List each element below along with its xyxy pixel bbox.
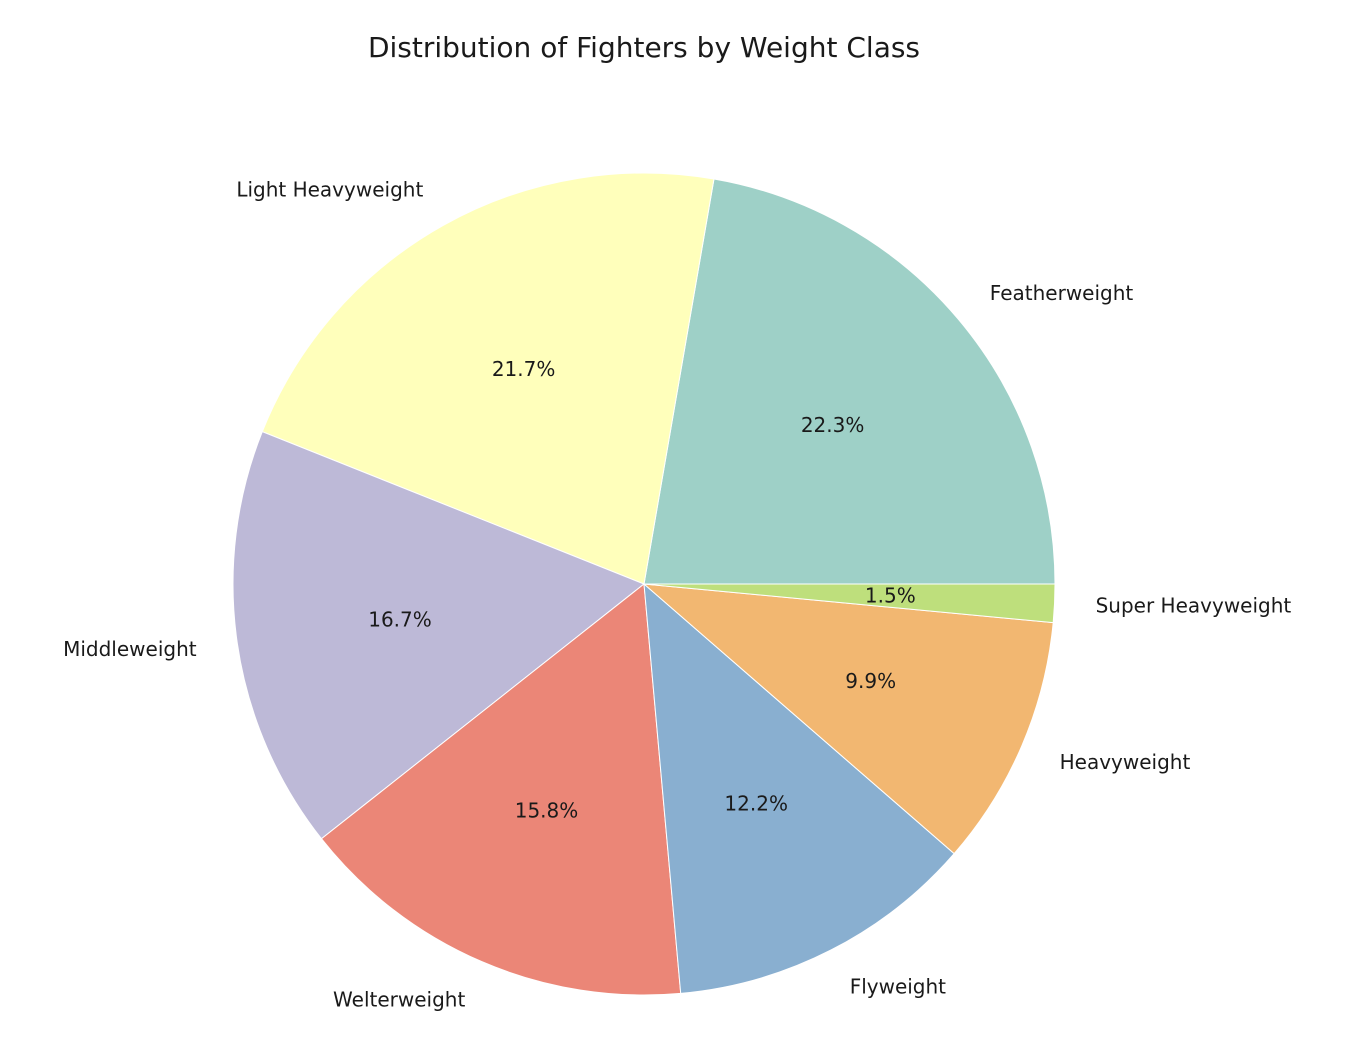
category-label-middleweight: Middleweight: [63, 637, 197, 661]
category-label-light-heavyweight: Light Heavyweight: [236, 177, 423, 201]
chart-title: Distribution of Fighters by Weight Class: [368, 31, 920, 64]
percent-label-middleweight: 16.7%: [368, 608, 432, 632]
pie-slice-super-heavyweight: [643, 583, 1056, 624]
category-label-super-heavyweight: Super Heavyweight: [1096, 593, 1292, 617]
pie-slice-featherweight: [643, 178, 1056, 585]
category-label-featherweight: Featherweight: [990, 281, 1134, 305]
pie-slice-flyweight: [643, 582, 955, 994]
category-label-flyweight: Flyweight: [850, 975, 946, 999]
pie-slice-light-heavyweight: [261, 172, 715, 585]
pie-slices: [232, 172, 1056, 996]
percent-label-super-heavyweight: 1.5%: [865, 584, 916, 608]
pie-slice-middleweight: [232, 431, 645, 840]
percent-label-heavyweight: 9.9%: [845, 669, 896, 693]
pie-slice-heavyweight: [642, 583, 1054, 855]
category-labels: Featherweight Light Heavyweight Middleweig…: [63, 177, 1291, 1011]
pie-slice-welterweight: [320, 583, 682, 996]
percent-label-light-heavyweight: 21.7%: [492, 357, 556, 381]
percent-labels: 22.3% 21.7% 16.7% 15.8% 12.2% 9.9% 1.5%: [368, 357, 915, 823]
percent-label-flyweight: 12.2%: [724, 792, 788, 816]
category-label-heavyweight: Heavyweight: [1060, 750, 1191, 774]
percent-label-welterweight: 15.8%: [515, 799, 579, 823]
category-label-welterweight: Welterweight: [333, 987, 465, 1011]
percent-label-featherweight: 22.3%: [801, 413, 865, 437]
